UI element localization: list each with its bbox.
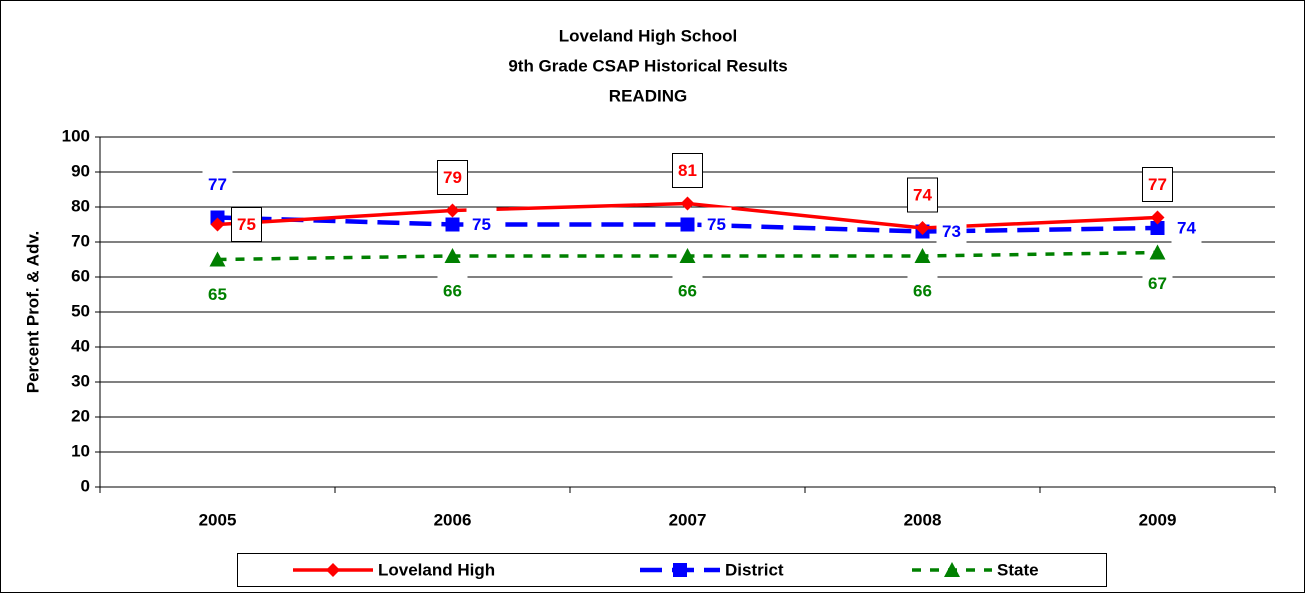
chart-title: 9th Grade CSAP Historical Results <box>508 56 787 75</box>
data-label: 81 <box>678 161 697 180</box>
x-tick-label: 2005 <box>199 510 237 529</box>
marker <box>210 217 225 232</box>
data-label-box <box>437 160 468 195</box>
data-label: 74 <box>913 185 932 204</box>
data-label-box <box>202 167 233 202</box>
data-label-box <box>1142 167 1173 202</box>
series-line <box>217 215 1158 234</box>
data-label: 67 <box>1148 274 1167 293</box>
data-label-box <box>437 274 468 308</box>
data-label: 66 <box>443 281 462 300</box>
marker <box>679 248 696 263</box>
x-tick-label: 2007 <box>669 510 707 529</box>
y-tick-label: 30 <box>71 371 90 390</box>
y-tick-label: 10 <box>71 441 90 460</box>
data-label-box <box>672 153 703 188</box>
y-tick-label: 40 <box>71 336 90 355</box>
legend-label: State <box>997 560 1039 579</box>
marker <box>914 248 931 263</box>
data-label-box <box>701 207 732 242</box>
chart-title: READING <box>609 86 687 105</box>
chart-title: Loveland High School <box>559 26 738 45</box>
y-tick-label: 100 <box>62 126 90 145</box>
data-label-box <box>466 207 497 242</box>
data-label: 77 <box>1148 175 1167 194</box>
legend-label: District <box>725 560 784 579</box>
x-tick-label: 2009 <box>1139 510 1177 529</box>
marker <box>915 221 930 235</box>
y-axis-label: Percent Prof. & Adv. <box>23 231 42 393</box>
data-label-box <box>1142 266 1173 301</box>
data-label-box <box>936 214 967 249</box>
marker <box>209 251 226 267</box>
data-label: 73 <box>942 222 961 241</box>
y-tick-label: 90 <box>71 161 90 180</box>
data-label: 75 <box>237 215 256 234</box>
marker <box>1150 210 1165 225</box>
marker <box>1150 221 1165 235</box>
marker <box>1149 244 1166 260</box>
marker <box>680 196 695 211</box>
x-tick-label: 2008 <box>904 510 942 529</box>
y-tick-label: 60 <box>71 266 90 285</box>
y-tick-label: 20 <box>71 406 90 425</box>
data-label: 66 <box>913 281 932 300</box>
marker <box>944 562 960 577</box>
legend-label: Loveland High <box>378 560 495 579</box>
x-tick-label: 2006 <box>434 510 472 529</box>
marker <box>326 563 340 577</box>
y-tick-label: 50 <box>71 301 90 320</box>
data-label: 75 <box>472 215 491 234</box>
marker <box>445 203 460 218</box>
data-label: 79 <box>443 168 462 187</box>
data-label-box <box>907 177 938 213</box>
data-label-box <box>202 277 233 312</box>
data-label-box <box>231 207 262 242</box>
data-label: 65 <box>208 285 227 304</box>
y-tick-label: 70 <box>71 231 90 250</box>
marker <box>445 217 460 232</box>
y-tick-label: 0 <box>81 476 90 495</box>
data-label: 66 <box>678 281 697 300</box>
data-label: 75 <box>707 215 726 234</box>
marker <box>444 248 461 263</box>
data-label: 74 <box>1177 218 1196 237</box>
data-label-box <box>672 274 703 308</box>
marker <box>673 563 687 577</box>
data-label-box <box>907 274 938 308</box>
marker <box>680 217 695 232</box>
data-label-box <box>1171 211 1202 245</box>
data-label: 77 <box>208 175 227 194</box>
y-tick-label: 80 <box>71 196 90 215</box>
